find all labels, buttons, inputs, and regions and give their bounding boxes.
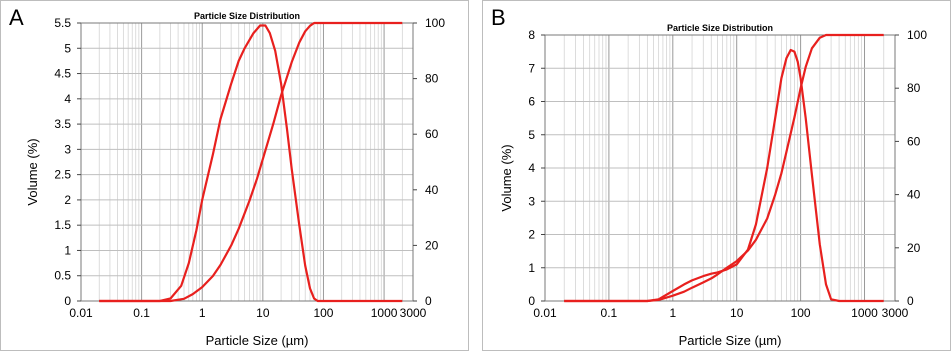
y2-tick-label: 0 — [425, 294, 432, 308]
cumulative-volume-line — [99, 21, 403, 303]
y-tick-label: 1.5 — [54, 218, 71, 232]
x-tick-label: 1 — [669, 306, 676, 320]
y-tick-label: 6 — [528, 95, 535, 109]
panel-letter-a: A — [9, 5, 24, 30]
y2-tick-label: 20 — [907, 241, 921, 255]
chart-svg-b: Particle Size Distribution01234567802040… — [499, 23, 927, 348]
volume-distribution-line — [564, 48, 884, 303]
y2-tick-label: 80 — [425, 72, 439, 86]
y-tick-label: 2 — [64, 193, 71, 207]
y-tick-label: 0 — [528, 294, 535, 308]
x-tick-label: 0.01 — [69, 306, 93, 320]
y2-tick-label: 40 — [907, 188, 921, 202]
x-axis-label: Particle Size (µm) — [206, 333, 309, 348]
y2-tick-label: 0 — [907, 294, 914, 308]
x-tick-label: 10 — [256, 306, 270, 320]
x-tick-label: 10 — [730, 306, 744, 320]
y-tick-label: 4.5 — [54, 67, 71, 81]
chart-title: Particle Size Distribution — [667, 23, 773, 33]
x-tick-label: 1000 — [851, 306, 878, 320]
y2-tick-label: 40 — [425, 183, 439, 197]
y-tick-label: 3 — [528, 194, 535, 208]
y-tick-label: 5 — [528, 128, 535, 142]
volume-distribution-line — [99, 24, 403, 303]
y2-tick-label: 60 — [425, 127, 439, 141]
panel-letter-b: B — [491, 5, 506, 30]
plot-frame — [80, 22, 414, 302]
y-tick-label: 3 — [64, 142, 71, 156]
y-tick-label: 4 — [528, 161, 535, 175]
x-tick-label: 1000 — [371, 306, 398, 320]
y-tick-label: 1 — [64, 243, 71, 257]
y-tick-label: 2 — [528, 228, 535, 242]
y-tick-label: 0 — [64, 294, 71, 308]
y2-tick-label: 60 — [907, 134, 921, 148]
x-tick-label: 100 — [791, 306, 811, 320]
y-axis-label: Volume (%) — [499, 144, 514, 211]
y-tick-label: 1 — [528, 261, 535, 275]
cumulative-volume-line — [564, 33, 884, 303]
x-tick-label: 0.01 — [533, 306, 557, 320]
minor-grid — [98, 23, 414, 301]
x-tick-label: 0.1 — [601, 306, 618, 320]
x-tick-label: 1 — [199, 306, 206, 320]
y2-tick-label: 80 — [907, 81, 921, 95]
y-tick-label: 0.5 — [54, 269, 71, 283]
x-tick-label: 100 — [313, 306, 333, 320]
y-tick-label: 5.5 — [54, 16, 71, 30]
x-tick-label: 3000 — [400, 306, 427, 320]
y-tick-label: 4 — [64, 92, 71, 106]
y-axis-label: Volume (%) — [25, 138, 40, 205]
x-tick-label: 0.1 — [133, 306, 150, 320]
y-tick-label: 2.5 — [54, 168, 71, 182]
y2-tick-label: 100 — [907, 28, 927, 42]
y-tick-label: 8 — [528, 28, 535, 42]
chart-panel-b: Particle Size Distribution 0 1 2 3 4 5 6 7 8 0 20 40… — [482, 0, 951, 351]
y2-tick-label: 100 — [425, 16, 445, 30]
chart-panel-a: Particle Size Distribution 0 0.5 1 1.5 2 2.5 3 3… — [0, 0, 469, 351]
y-tick-label: 5 — [64, 41, 71, 55]
x-tick-label: 3000 — [882, 306, 909, 320]
chart-title: Particle Size Distribution — [194, 11, 300, 21]
plot-area — [81, 23, 413, 301]
y-tick-label: 7 — [528, 61, 535, 75]
y-tick-label: 3.5 — [54, 117, 71, 131]
x-axis-label: Particle Size (µm) — [679, 333, 782, 348]
chart-svg-a: Particle Size Distribution 0 0.5 1 1.5 2 2.5 3 3… — [25, 11, 445, 348]
y2-tick-label: 20 — [425, 238, 439, 252]
